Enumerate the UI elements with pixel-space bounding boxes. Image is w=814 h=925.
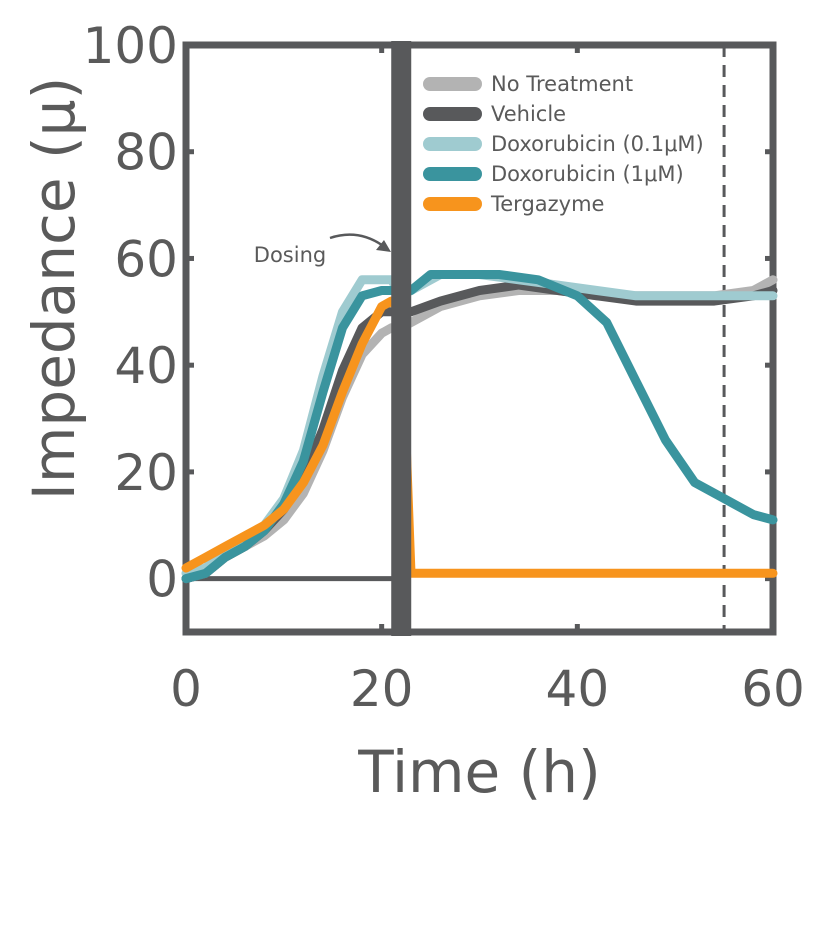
plot-frame <box>182 41 777 636</box>
legend-label-doxorubicin-low: Doxorubicin (0.1μM) <box>491 132 704 156</box>
x-tick-label-60: 60 <box>741 660 805 718</box>
dosing-arrow-shaft <box>329 233 387 249</box>
y-tick-label-100: 100 <box>83 17 178 75</box>
y-tick-label-60: 60 <box>114 230 178 288</box>
x-axis-label: Time (h) <box>357 738 600 806</box>
dosing-bar <box>391 41 412 636</box>
y-tick-label-20: 20 <box>114 444 178 502</box>
y-tick-label-80: 80 <box>114 124 178 182</box>
legend-label-no-treatment: No Treatment <box>491 72 633 96</box>
chart-marks <box>181 41 778 636</box>
dosing-arrow-head <box>376 240 391 252</box>
series-line-0 <box>181 275 778 584</box>
y-tick-label-0: 0 <box>146 551 178 609</box>
x-tick-label-20: 20 <box>350 660 414 718</box>
legend-label-doxorubicin-high: Doxorubicin (1μM) <box>491 162 684 186</box>
y-axis-label: Impedance (μ) <box>20 77 88 500</box>
x-tick-label-40: 40 <box>546 660 610 718</box>
legend-label-tergazyme: Tergazyme <box>490 192 604 216</box>
y-tick-label-40: 40 <box>114 337 178 395</box>
series-line-1 <box>181 280 778 584</box>
dosing-annotation: Dosing <box>254 243 326 267</box>
x-tick-label-0: 0 <box>170 660 202 718</box>
legend-label-vehicle: Vehicle <box>491 102 566 126</box>
